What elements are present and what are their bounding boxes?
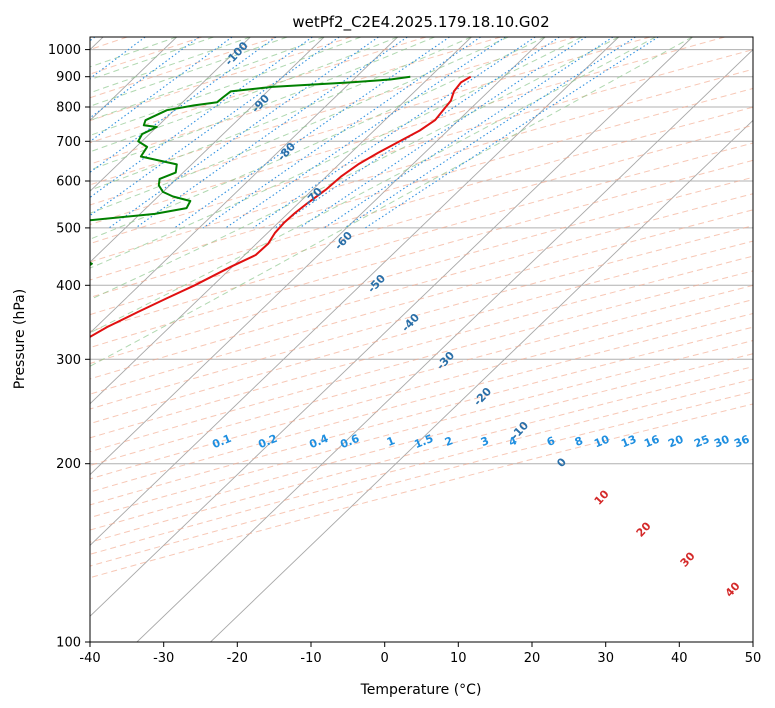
mixing-ratio-label: 16: [642, 433, 661, 451]
mixing-ratio-label: 8: [573, 434, 585, 449]
mixing-ratio-line: [323, 37, 614, 229]
x-tick-label: -40: [79, 651, 100, 666]
dry-adiabat-line: [90, 240, 753, 425]
mixing-ratio-line: [202, 37, 481, 229]
mixing-ratio-label: 10: [592, 433, 611, 451]
y-tick-label: 200: [56, 457, 81, 472]
x-tick-label: -20: [227, 651, 248, 666]
moist-adiabats: [90, 37, 693, 367]
dry-adiabat-line: [90, 193, 753, 380]
mixing-ratio-line: [274, 37, 560, 229]
isotherm-line: [90, 37, 325, 263]
x-axis-label: Temperature (°C): [360, 682, 482, 698]
x-tick-label: 20: [524, 651, 541, 666]
plot-frame: [89, 36, 754, 643]
x-axis-ticks: -40 -30 -20 -10 0 10 20 30 40 50: [79, 642, 761, 666]
dry-adiabat-line: [90, 209, 753, 395]
x-tick-label: 10: [450, 651, 467, 666]
moist-adiabat-line: [90, 37, 656, 334]
dry-adiabat-line: [90, 68, 753, 263]
isotherm-line: [90, 37, 399, 334]
x-tick-label: -10: [300, 651, 321, 666]
moist-adiabat-line: [90, 37, 509, 214]
isotherm-line: [90, 37, 472, 405]
chart-title: wetPf2_C2E4.2025.179.18.10.G02: [292, 13, 549, 32]
y-tick-label: 900: [56, 70, 81, 85]
isotherm-line: [136, 48, 753, 642]
x-tick-label: 30: [597, 651, 614, 666]
dry-adiabat-line: [90, 159, 753, 349]
y-tick-label: 800: [56, 101, 81, 116]
isotherm-line: [90, 37, 251, 192]
mixing-ratio-line: [90, 37, 200, 119]
mixing-ratio-line: [252, 37, 536, 229]
y-tick-label: 700: [56, 135, 81, 150]
dry-adiabat-line: [90, 225, 753, 410]
mixing-ratio-label: 30: [712, 433, 731, 451]
dry-adiabat-line: [90, 403, 753, 579]
isotherm-line: [210, 119, 753, 642]
y-tick-label: 400: [56, 279, 81, 294]
y-tick-label: 1000: [48, 43, 81, 58]
x-tick-label: 0: [381, 651, 389, 666]
y-tick-label: 300: [56, 353, 81, 368]
dry-adiabat-line: [90, 49, 753, 245]
mixing-ratio-line: [90, 37, 233, 143]
x-tick-label: -30: [153, 651, 174, 666]
mixing-ratio-line: [225, 37, 506, 229]
dry-adiabat-line: [90, 270, 753, 453]
mixing-ratio-line: [135, 37, 408, 229]
mixing-ratio-label: 3: [479, 434, 491, 449]
dry-adiabat-line: [90, 176, 753, 364]
mixing-ratio-label: 13: [619, 433, 638, 451]
mixing-ratio-label: 25: [692, 433, 711, 451]
mixing-ratio-lines: [90, 37, 659, 229]
dry-adiabat-line: [90, 255, 753, 439]
mixing-ratio-label: 20: [666, 433, 685, 451]
x-tick-label: 50: [745, 651, 762, 666]
moist-adiabat-line: [90, 37, 619, 301]
dewpoint-profile-line: [90, 75, 411, 267]
dry-adiabat-line: [90, 37, 576, 186]
isotherm-line: [90, 37, 620, 546]
mixing-ratio-line: [90, 37, 146, 80]
skewed-isotherms: [90, 37, 753, 642]
mixing-ratio-label: 1: [385, 434, 397, 449]
mixing-ratio-line: [174, 37, 450, 229]
mixing-ratio-label: 36: [732, 433, 751, 451]
dry-adiabat-line: [90, 124, 753, 316]
y-axis-label: Pressure (hPa): [12, 289, 28, 389]
mixing-ratio-line: [90, 37, 340, 217]
mixing-ratio-label: 2: [443, 434, 455, 449]
temperature-profile-line: [90, 75, 472, 339]
data-series: [90, 75, 472, 339]
y-tick-label: 100: [56, 636, 81, 651]
moist-adiabat-line: [90, 37, 435, 171]
y-tick-label: 500: [56, 221, 81, 236]
y-axis-ticks: 1000 900 800 700 600 500 400 300 200 100: [48, 43, 90, 651]
y-tick-label: 600: [56, 175, 81, 190]
x-tick-label: 40: [671, 651, 688, 666]
isotherm-line: [90, 37, 693, 617]
moist-adiabat-line: [90, 37, 472, 191]
plot-area: -100-90-80-70-60-50-40-30-20-10010203040…: [90, 37, 753, 642]
mixing-ratio-line: [299, 37, 587, 229]
